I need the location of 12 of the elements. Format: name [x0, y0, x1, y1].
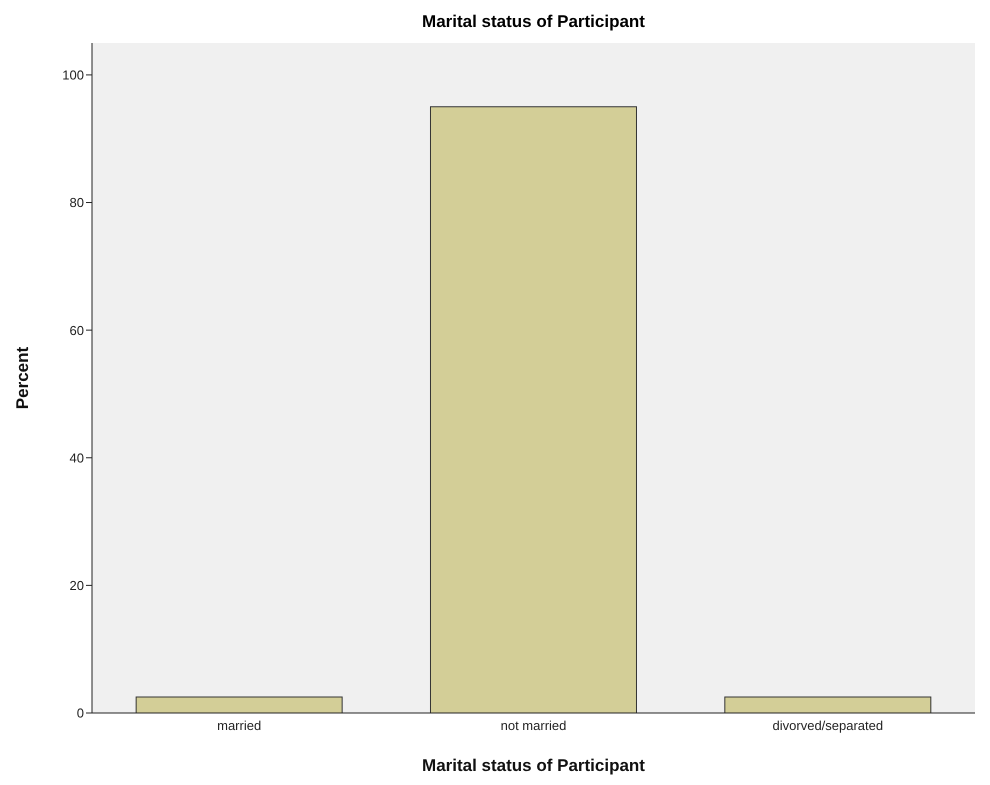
x-tick-label: married — [217, 718, 262, 734]
x-tick-label: divorved/separated — [772, 718, 884, 734]
chart-title: Marital status of Participant — [421, 11, 646, 33]
y-tick-label: 0 — [76, 706, 84, 721]
y-tick-label: 100 — [62, 68, 84, 83]
y-tick-label: 20 — [70, 578, 84, 593]
y-tick-label: 80 — [70, 195, 84, 210]
y-tick-label: 60 — [70, 322, 84, 338]
x-tick-label: not married — [500, 718, 566, 734]
y-tick-label: 40 — [70, 450, 84, 466]
y-axis-title: Percent — [13, 346, 32, 410]
x-axis-title: Marital status of Participant — [422, 756, 646, 775]
